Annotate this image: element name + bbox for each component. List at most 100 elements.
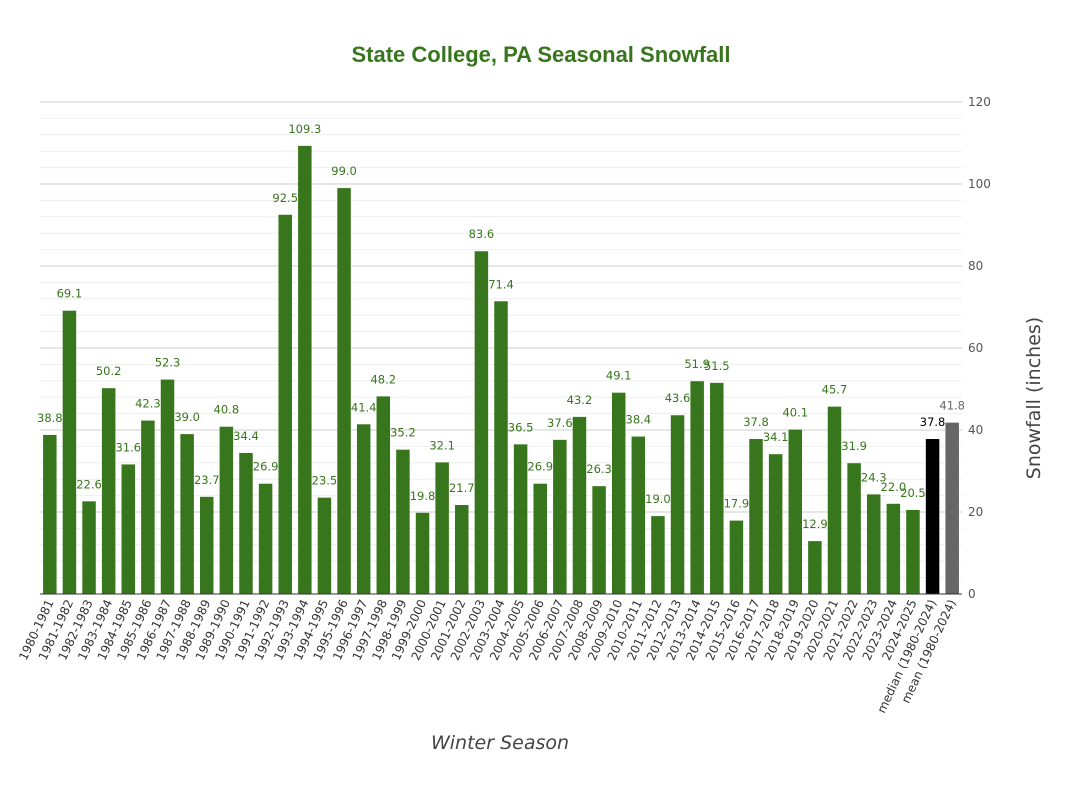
data-label: 36.5 — [508, 420, 534, 434]
data-label: 12.9 — [802, 517, 828, 531]
bar-mean-1980-2024- — [945, 422, 959, 594]
bar-1987-1988 — [180, 434, 194, 594]
bar-2010-2011 — [631, 436, 646, 594]
data-label: 26.9 — [253, 460, 279, 474]
data-label: 34.4 — [233, 429, 259, 443]
data-label: 26.9 — [527, 460, 553, 474]
data-label: 51.5 — [704, 359, 730, 373]
data-label: 19.0 — [645, 492, 671, 506]
data-label: 37.8 — [743, 415, 769, 429]
data-label: 31.9 — [841, 439, 867, 453]
data-label: 40.1 — [782, 406, 808, 420]
data-label: 92.5 — [272, 191, 298, 205]
bar-1994-1995 — [317, 497, 332, 594]
bar-1981-1982 — [62, 310, 77, 594]
bar-1980-1981 — [43, 434, 57, 594]
bar-1986-1987 — [160, 379, 175, 594]
bar-1982-1983 — [82, 501, 96, 594]
bar-1983-1984 — [101, 388, 116, 594]
data-label: 24.3 — [861, 470, 887, 484]
data-label: 52.3 — [155, 356, 181, 370]
y-axis-title: Snowfall (inches) — [1023, 317, 1045, 479]
y-tick-label: 60 — [968, 341, 983, 355]
bar-2022-2023 — [866, 494, 881, 594]
bar-2008-2009 — [592, 486, 606, 594]
data-label: 22.0 — [881, 480, 907, 494]
bar-1984-1985 — [121, 464, 136, 594]
data-label: 35.2 — [390, 426, 416, 440]
data-label: 21.7 — [449, 481, 475, 495]
data-label: 23.7 — [194, 473, 220, 487]
bar-1990-1991 — [239, 452, 253, 594]
y-tick-label: 40 — [968, 423, 983, 437]
data-label: 40.8 — [214, 403, 240, 417]
data-label: 38.4 — [626, 413, 652, 427]
data-label: 31.6 — [115, 440, 141, 454]
data-label: 50.2 — [96, 364, 122, 378]
bar-2004-2005 — [513, 444, 528, 594]
data-label: 49.1 — [606, 369, 632, 383]
x-axis-title: Winter Season — [431, 732, 569, 754]
bar-2024-2025 — [906, 509, 920, 594]
bar-1991-1992 — [258, 483, 273, 594]
y-tick-label: 0 — [968, 587, 976, 601]
data-label: 43.2 — [567, 393, 593, 407]
data-label: 42.3 — [135, 397, 161, 411]
bar-2023-2024 — [886, 503, 901, 594]
bar-2015-2016 — [729, 520, 744, 594]
bar-2000-2001 — [435, 462, 449, 594]
data-label: 48.2 — [370, 372, 396, 386]
data-label: 26.3 — [586, 462, 612, 476]
data-label: 17.9 — [724, 497, 750, 511]
bar-median-1980-2024- — [925, 439, 940, 594]
bar-1985-1986 — [141, 420, 155, 594]
bar-2001-2002 — [455, 505, 469, 594]
data-label: 34.1 — [763, 430, 789, 444]
data-label: 45.7 — [822, 383, 848, 397]
data-label: 43.6 — [665, 391, 691, 405]
bar-2019-2020 — [808, 541, 822, 594]
bar-1989-1990 — [219, 426, 234, 594]
y-tick-label: 20 — [968, 505, 983, 519]
chart-title: State College, PA Seasonal Snowfall — [352, 42, 731, 67]
data-label: 38.8 — [37, 411, 63, 425]
data-label: 109.3 — [288, 122, 321, 136]
bar-2005-2006 — [533, 483, 547, 594]
bar-1999-2000 — [415, 512, 430, 594]
bar-1995-1996 — [337, 188, 351, 594]
bar-1993-1994 — [298, 145, 312, 594]
bar-2012-2013 — [670, 415, 685, 594]
y-tick-label: 100 — [968, 177, 991, 191]
data-label: 37.8 — [920, 415, 946, 429]
data-label: 22.6 — [76, 477, 102, 491]
bar-2011-2012 — [651, 516, 665, 594]
bar-2007-2008 — [572, 416, 587, 594]
y-tick-label: 80 — [968, 259, 983, 273]
bar-1997-1998 — [376, 396, 391, 594]
y-axis-ticks: 0 20 40 60 80 100 120 — [968, 95, 991, 601]
bar-series — [43, 145, 959, 595]
bar-2002-2003 — [474, 251, 489, 595]
bar-2021-2022 — [847, 463, 861, 594]
data-label: 39.0 — [174, 410, 200, 424]
bar-1988-1989 — [199, 496, 214, 594]
data-label: 20.5 — [900, 486, 926, 500]
data-label: 99.0 — [331, 164, 357, 178]
data-label: 69.1 — [57, 287, 83, 301]
data-label: 51.9 — [684, 357, 710, 371]
bar-1992-1993 — [278, 214, 292, 594]
data-label: 32.1 — [429, 438, 455, 452]
data-label: 41.8 — [939, 399, 965, 413]
bar-2003-2004 — [494, 301, 508, 594]
data-label: 41.4 — [351, 400, 377, 414]
bar-2014-2015 — [710, 382, 724, 594]
bar-2017-2018 — [768, 454, 783, 594]
bar-2018-2019 — [788, 429, 803, 594]
bar-1998-1999 — [396, 449, 410, 594]
bar-2013-2014 — [690, 381, 704, 594]
bar-2006-2007 — [553, 439, 567, 594]
data-label: 37.6 — [547, 416, 573, 430]
data-labels: 38.8 69.1 22.6 50.2 31.6 42.3 52.3 39.0 23.7 40.8… — [37, 122, 965, 531]
x-axis-ticks: 1980-19811981-19821982-19831983-19841984… — [16, 597, 959, 715]
